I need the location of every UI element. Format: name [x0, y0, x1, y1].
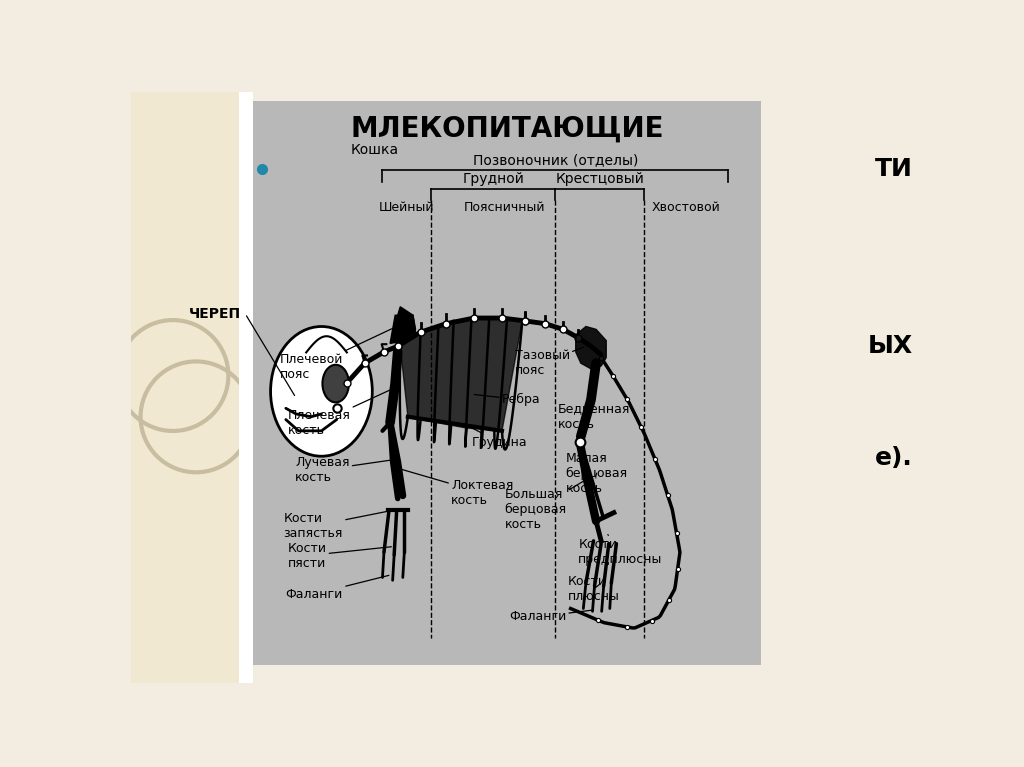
Text: Кости
предплюсны: Кости предплюсны — [579, 535, 663, 566]
Text: Хвостовой: Хвостовой — [652, 201, 721, 214]
Ellipse shape — [323, 365, 349, 403]
Text: Крестцовый: Крестцовый — [555, 173, 644, 186]
Ellipse shape — [270, 327, 373, 456]
Text: е).: е). — [876, 446, 912, 470]
Text: Малая
берцовая
кость: Малая берцовая кость — [565, 452, 628, 495]
Text: Кошка: Кошка — [351, 143, 399, 157]
Text: Шейный: Шейный — [379, 201, 434, 214]
Text: ЫХ: ЫХ — [867, 334, 912, 358]
Polygon shape — [392, 307, 416, 337]
Text: Фаланги: Фаланги — [286, 575, 389, 601]
Text: Локтевая
кость: Локтевая кость — [398, 469, 513, 507]
Text: Бедренная
кость: Бедренная кость — [558, 400, 631, 431]
Text: Позвоночник (отделы): Позвоночник (отделы) — [473, 153, 638, 167]
Text: Кости
пясти: Кости пясти — [288, 542, 391, 570]
Text: Кости
плюсны: Кости плюсны — [568, 574, 620, 603]
Text: МЛЕКОПИТАЮЩИЕ: МЛЕКОПИТАЮЩИЕ — [350, 115, 664, 143]
Text: Грудина: Грудина — [464, 423, 527, 449]
Text: ТИ: ТИ — [874, 156, 912, 181]
Text: Грудной: Грудной — [462, 173, 524, 186]
Polygon shape — [390, 315, 416, 344]
Text: Тазовый
пояс: Тазовый пояс — [515, 347, 584, 377]
Text: Плечевой
пояс: Плечевой пояс — [280, 329, 391, 380]
Bar — [253, 101, 762, 665]
Text: Лучевая
кость: Лучевая кость — [295, 456, 395, 484]
Bar — [239, 92, 253, 683]
Polygon shape — [575, 327, 606, 369]
Text: Кости
запястья: Кости запястья — [284, 510, 392, 540]
Text: Фаланги: Фаланги — [509, 610, 593, 624]
Text: Ребра: Ребра — [474, 393, 541, 407]
Text: ЧЕРЕП: ЧЕРЕП — [189, 307, 242, 321]
Text: Большая
берцовая
кость: Большая берцовая кость — [505, 480, 585, 532]
Text: Поясничный: Поясничный — [464, 201, 546, 214]
Polygon shape — [400, 318, 522, 431]
Polygon shape — [131, 92, 253, 683]
Text: Плечевая
кость: Плечевая кость — [288, 390, 390, 436]
